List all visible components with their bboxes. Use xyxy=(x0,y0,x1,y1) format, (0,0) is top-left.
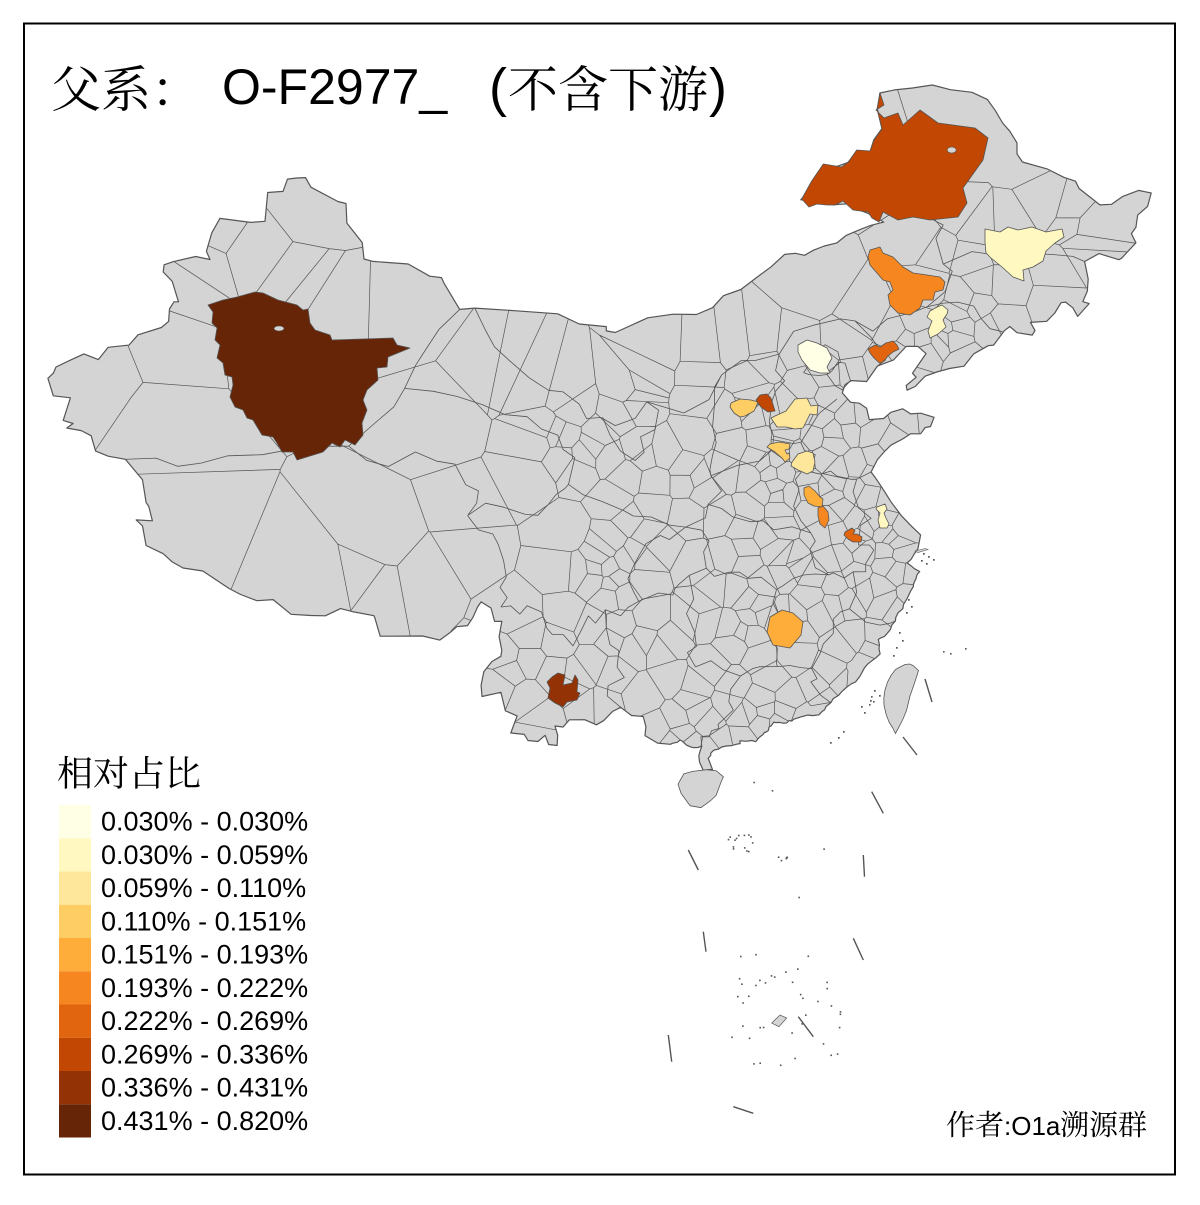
svg-text:0.193% - 0.222%: 0.193% - 0.222% xyxy=(101,973,308,1003)
svg-text:(: ( xyxy=(489,58,507,118)
svg-text:): ) xyxy=(709,58,727,118)
svg-text:0.030% - 0.030%: 0.030% - 0.030% xyxy=(101,807,308,837)
svg-text:0.222% - 0.269%: 0.222% - 0.269% xyxy=(101,1006,308,1036)
svg-text:O-F2977_: O-F2977_ xyxy=(222,59,448,115)
svg-text:0.059% - 0.110%: 0.059% - 0.110% xyxy=(101,873,306,903)
svg-text:0.269% - 0.336%: 0.269% - 0.336% xyxy=(101,1039,308,1069)
svg-text:0.030% - 0.059%: 0.030% - 0.059% xyxy=(101,840,308,870)
svg-text:0.336% - 0.431%: 0.336% - 0.431% xyxy=(101,1073,308,1103)
svg-text:0.151% - 0.193%: 0.151% - 0.193% xyxy=(101,940,308,970)
svg-text:0.110% - 0.151%: 0.110% - 0.151% xyxy=(101,906,306,936)
svg-text:0.431% - 0.820%: 0.431% - 0.820% xyxy=(101,1106,308,1136)
svg-text::O1a: :O1a xyxy=(1004,1111,1061,1141)
